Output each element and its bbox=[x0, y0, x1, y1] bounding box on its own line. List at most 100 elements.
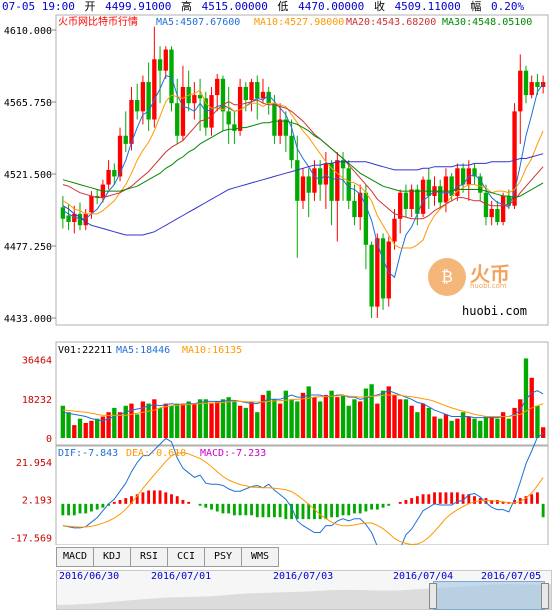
candle-body bbox=[426, 179, 431, 196]
volume-bar bbox=[432, 416, 437, 438]
volume-bar bbox=[215, 401, 220, 438]
price-tick-label: 4521.500 bbox=[4, 170, 52, 181]
candle-body bbox=[483, 192, 489, 218]
volume-bar bbox=[220, 399, 226, 438]
price-ma-line-ma20 bbox=[62, 99, 544, 220]
price-tick-label: 4433.000 bbox=[4, 314, 52, 325]
candle-body bbox=[478, 176, 483, 193]
legend-ma5: MA5:4507.67600 bbox=[156, 17, 240, 28]
candle-body bbox=[77, 213, 83, 226]
volume-bar bbox=[255, 412, 260, 438]
volume-bar bbox=[306, 386, 311, 438]
volume-bar bbox=[152, 399, 157, 438]
market-chart[interactable]: 4610.000 4565.750 4521.500 4477.250 4433.000… bbox=[0, 0, 553, 545]
volume-bar bbox=[323, 395, 329, 438]
low-value: 4470.00000 bbox=[298, 0, 365, 13]
candle-body bbox=[409, 189, 414, 209]
volume-bar bbox=[375, 403, 380, 438]
price-title: 火币网比特币行情 bbox=[58, 15, 138, 28]
timeline-left-handle[interactable] bbox=[429, 583, 437, 609]
candle-body bbox=[237, 86, 243, 131]
indicator-tabs: MACD KDJ RSI CCI PSY WMS bbox=[56, 547, 279, 567]
volume-bar bbox=[192, 403, 197, 438]
volume-bar bbox=[169, 405, 174, 438]
volume-bar bbox=[243, 407, 248, 438]
candle-body bbox=[443, 176, 449, 203]
volume-bar bbox=[135, 414, 140, 438]
volume-bar bbox=[94, 418, 100, 438]
timeline-label: 2016/07/05 bbox=[481, 571, 542, 582]
volume-bar bbox=[506, 418, 512, 438]
timeline-right-handle[interactable] bbox=[541, 583, 549, 609]
candle-body bbox=[300, 176, 306, 201]
timeline-selection-window[interactable] bbox=[433, 581, 545, 610]
legend-ma10: MA10:4527.98000 bbox=[254, 17, 344, 28]
macd-legend-dea: DEA:-0.610 bbox=[126, 448, 186, 459]
tab-cci[interactable]: CCI bbox=[167, 547, 204, 567]
brand-url: huobi.com bbox=[470, 282, 507, 290]
macd-tick-label: -17.569 bbox=[10, 533, 52, 544]
volume-ma-line-ma5 bbox=[62, 390, 544, 422]
tab-psy[interactable]: PSY bbox=[204, 547, 241, 567]
tab-macd[interactable]: MACD bbox=[56, 547, 93, 567]
panel-frame bbox=[55, 445, 549, 545]
candle-body bbox=[203, 98, 208, 128]
volume-bar bbox=[203, 399, 208, 438]
volume-bar bbox=[346, 405, 351, 438]
volume-bar bbox=[260, 395, 266, 438]
candle-body bbox=[72, 213, 77, 222]
volume-bar bbox=[83, 422, 88, 438]
volume-bar bbox=[283, 390, 289, 438]
timeline-navigator[interactable]: 2016/06/30 2016/07/01 2016/07/03 2016/07… bbox=[56, 570, 552, 610]
candle-body bbox=[489, 208, 494, 218]
candle-body bbox=[163, 49, 168, 71]
tab-kdj[interactable]: KDJ bbox=[93, 547, 130, 567]
price-tick-label: 4565.750 bbox=[4, 98, 52, 109]
candle-body bbox=[529, 82, 534, 96]
tab-rsi[interactable]: RSI bbox=[130, 547, 167, 567]
volume-tick-label: 18232 bbox=[22, 395, 52, 406]
volume-bar bbox=[535, 405, 540, 438]
volume-bar bbox=[300, 392, 306, 438]
candle-body bbox=[94, 195, 100, 198]
candle-body bbox=[89, 195, 94, 213]
timeline-label: 2016/07/01 bbox=[151, 571, 212, 582]
macd-legend-dif: DIF:-7.843 bbox=[58, 448, 118, 459]
legend-ma30: MA30:4548.05100 bbox=[442, 17, 532, 28]
macd-dea-line bbox=[62, 452, 544, 545]
candle-body bbox=[375, 238, 380, 307]
candle-body bbox=[112, 169, 117, 177]
candle-body bbox=[277, 119, 283, 136]
volume-bar bbox=[392, 395, 397, 438]
candle-body bbox=[306, 176, 311, 193]
candle-body bbox=[403, 192, 409, 209]
candle-body bbox=[472, 168, 477, 177]
candle-body bbox=[289, 135, 294, 161]
candle-body bbox=[449, 176, 454, 196]
candle-body bbox=[66, 215, 71, 222]
volume-bar bbox=[449, 420, 454, 438]
timeline-label: 2016/07/04 bbox=[393, 571, 454, 582]
volume-bar bbox=[363, 388, 369, 438]
volume-bar bbox=[117, 412, 123, 438]
volume-bar bbox=[340, 395, 346, 438]
candle-body bbox=[512, 111, 517, 206]
candle-body bbox=[317, 168, 323, 185]
high-label: 高 bbox=[180, 0, 192, 13]
tab-wms[interactable]: WMS bbox=[241, 547, 279, 567]
price-ma-line-ma5 bbox=[62, 75, 544, 279]
change-label: 幅 bbox=[470, 0, 482, 13]
candle-body bbox=[157, 59, 163, 71]
volume-bar bbox=[312, 397, 317, 438]
candle-body bbox=[215, 78, 220, 96]
candle-body bbox=[500, 195, 506, 222]
macd-dif-line bbox=[62, 433, 544, 545]
volume-bar bbox=[403, 399, 409, 438]
candle-body bbox=[140, 82, 146, 112]
volume-bar bbox=[380, 390, 386, 438]
volume-bar bbox=[106, 412, 111, 438]
volume-bar bbox=[409, 405, 414, 438]
volume-ma-line-ma10 bbox=[62, 394, 544, 417]
brand-name: 火币 bbox=[470, 262, 510, 286]
candle-body bbox=[363, 192, 369, 245]
